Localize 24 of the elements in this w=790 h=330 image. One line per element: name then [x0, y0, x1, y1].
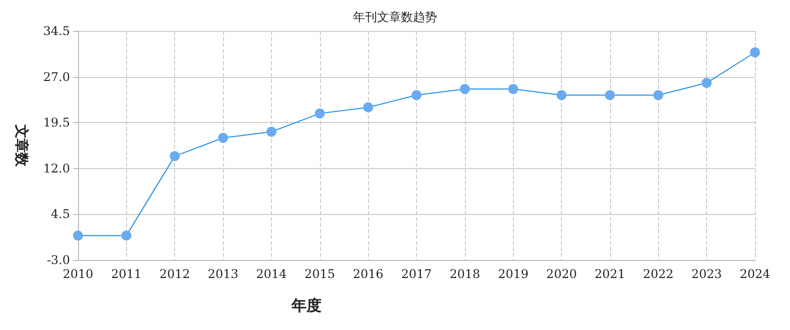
x-tick-label: 2014	[256, 267, 288, 281]
x-tick-label: 2013	[208, 267, 238, 281]
y-tick-label: -3.0	[46, 253, 70, 267]
y-axis-title: 文章数	[13, 124, 30, 168]
y-tick-label: 27.0	[43, 70, 70, 84]
x-tick-label: 2020	[546, 267, 577, 281]
x-axis-title: 年度	[290, 296, 322, 314]
x-tick-label: 2017	[401, 267, 432, 281]
y-tick-label: 4.5	[50, 207, 70, 222]
y-tick-label: 34.5	[43, 24, 70, 38]
y-tick-label: 19.5	[43, 116, 70, 130]
x-tick-label: 2021	[594, 267, 626, 281]
x-tick-label: 2022	[643, 267, 674, 281]
x-tick-label: 2015	[304, 267, 336, 281]
x-tick-label: 2010	[62, 267, 94, 281]
x-tick-label: 2012	[159, 267, 190, 281]
x-tick-label: 2016	[352, 267, 384, 281]
x-tick-label: 2023	[691, 267, 722, 281]
x-tick-label: 2019	[498, 267, 528, 281]
x-tick-label: 2011	[111, 267, 142, 281]
x-tick-label: 2018	[450, 267, 480, 281]
x-tick-label: 2024	[740, 267, 771, 281]
chart-title: 年刊文章数趋势	[353, 10, 437, 24]
y-tick-label: 12.0	[43, 161, 70, 176]
